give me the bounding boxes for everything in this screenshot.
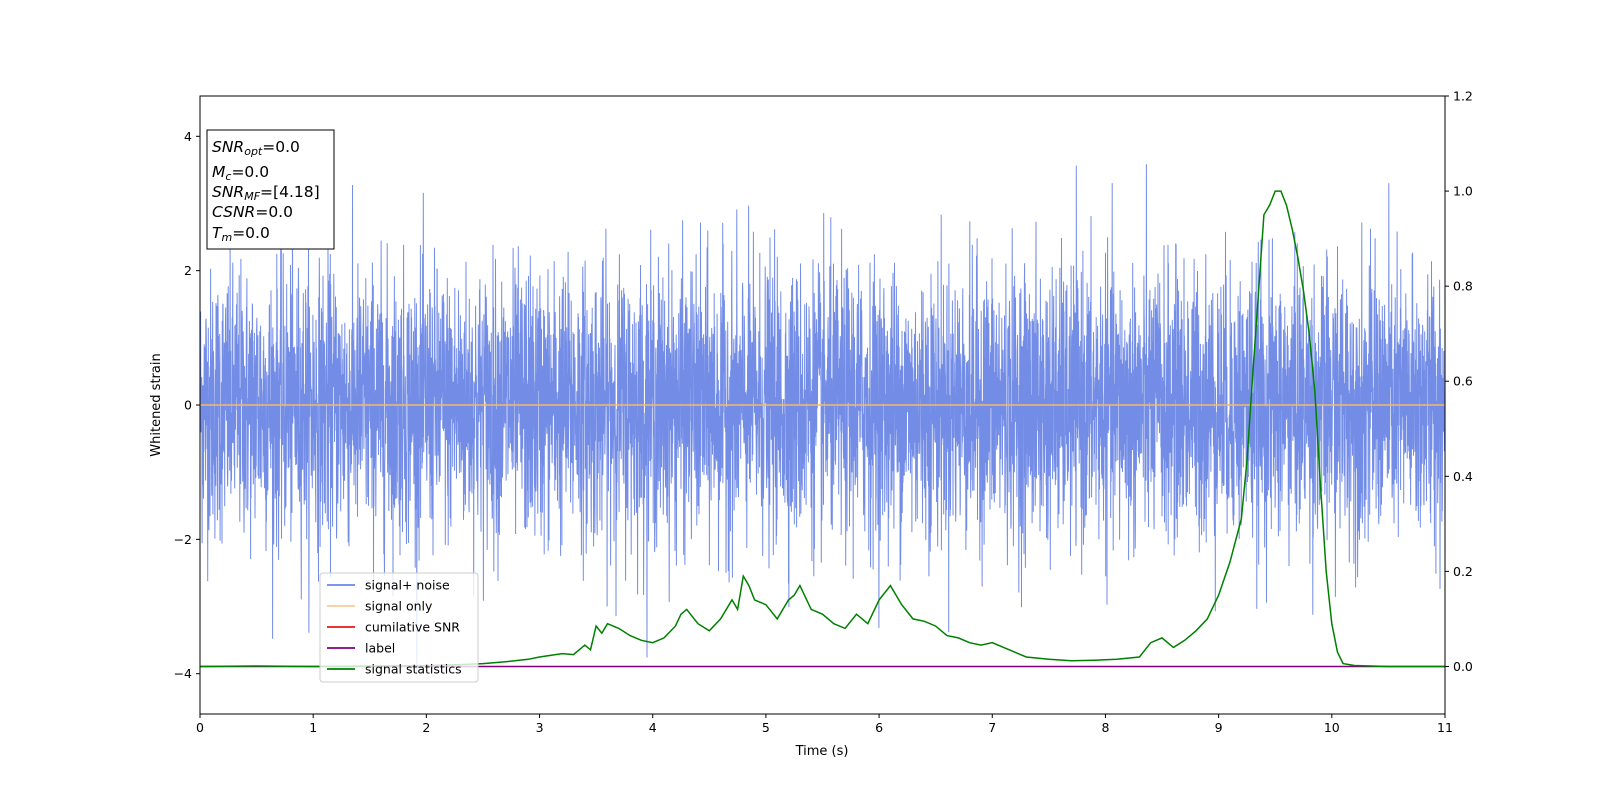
signal-statistics-line <box>199 190 1445 668</box>
legend-label: cumilative SNR <box>365 620 460 635</box>
y2-tick-label: 1.2 <box>1453 89 1473 104</box>
y-tick-label: −2 <box>174 532 192 547</box>
y-axis-left: 4 2 0 −2 −4 <box>174 129 200 681</box>
x-tick-label: 1 <box>309 720 317 735</box>
x-tick-label: 11 <box>1437 720 1453 735</box>
x-tick-label: 0 <box>196 720 204 735</box>
x-tick-label: 3 <box>536 720 544 735</box>
info-mc: Mc=0.0 <box>212 163 269 183</box>
legend-frame <box>319 572 479 683</box>
y-tick-label: −4 <box>174 666 192 681</box>
legend: signal+ noise signal only cumilative SNR la… <box>319 572 479 683</box>
y2-tick-label: 1.0 <box>1453 184 1473 199</box>
y2-tick-label: 0.0 <box>1453 659 1473 674</box>
legend-label: label <box>365 641 395 656</box>
y2-tick-label: 0.8 <box>1453 279 1473 294</box>
info-snr-opt: SNRopt=0.0 <box>212 138 300 158</box>
info-tm: Tm=0.0 <box>212 224 270 244</box>
y2-tick-label: 0.2 <box>1453 564 1473 579</box>
info-box-frame <box>206 129 335 250</box>
signal-noise-line <box>199 164 1446 676</box>
y2-tick-label: 0.4 <box>1453 469 1473 484</box>
x-axis: 0 1 2 3 4 5 6 7 8 9 10 11 <box>196 714 1453 735</box>
x-tick-label: 5 <box>762 720 770 735</box>
legend-label: signal statistics <box>365 662 462 677</box>
y-axis-label: Whitened strain <box>149 353 164 456</box>
x-tick-label: 6 <box>875 720 883 735</box>
legend-items: signal+ noise signal only cumilative SNR la… <box>327 578 462 677</box>
info-box: SNRopt=0.0 Mc=0.0 SNRMF=[4.18] CSNR=0.0 … <box>206 129 335 250</box>
signal-noise-trace <box>199 164 1446 676</box>
x-tick-label: 7 <box>988 720 996 735</box>
y-tick-label: 0 <box>184 398 192 413</box>
x-tick-label: 2 <box>422 720 430 735</box>
legend-label: signal only <box>365 599 433 614</box>
x-tick-label: 10 <box>1324 720 1340 735</box>
y-tick-label: 4 <box>184 129 192 144</box>
x-axis-label: Time (s) <box>795 744 849 759</box>
y-axis-right: 1.2 1.0 0.8 0.6 0.4 0.2 0.0 <box>1445 89 1473 674</box>
x-tick-label: 4 <box>649 720 657 735</box>
legend-label: signal+ noise <box>365 578 450 593</box>
x-tick-label: 9 <box>1215 720 1223 735</box>
x-tick-label: 8 <box>1101 720 1109 735</box>
y2-tick-label: 0.6 <box>1453 374 1473 389</box>
info-csnr: CSNR=0.0 <box>212 203 293 221</box>
y-tick-label: 2 <box>184 263 192 278</box>
info-snr-mf: SNRMF=[4.18] <box>212 183 320 203</box>
